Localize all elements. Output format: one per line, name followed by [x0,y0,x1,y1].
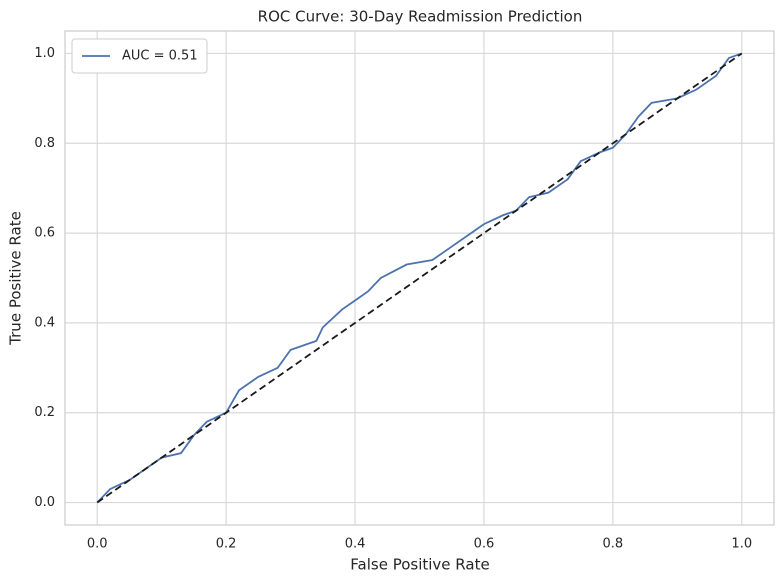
x-tick-label: 1.0 [731,537,752,552]
y-tick-label: 0.2 [34,405,55,420]
y-tick-label: 1.0 [34,46,55,61]
y-tick-label: 0.4 [34,315,55,330]
x-tick-label: 0.0 [87,537,108,552]
plot-frame [64,30,775,526]
line [96,52,743,504]
y-tick-label: 0.8 [34,136,55,151]
chart-title: ROC Curve: 30-Day Readmission Prediction [258,8,583,26]
x-tick-label: 0.8 [603,537,624,552]
y-axis-label: True Positive Rate [7,211,25,346]
y-tick-label: 0.6 [34,226,55,241]
x-tick-label: 0.2 [216,537,237,552]
legend-box [71,38,208,74]
legend-label: AUC = 0.51 [122,49,198,64]
line [96,52,743,504]
x-tick-label: 0.4 [345,537,366,552]
x-tick-label: 0.6 [474,537,495,552]
x-axis-label: False Positive Rate [350,556,489,574]
y-tick-label: 0.0 [34,495,55,510]
